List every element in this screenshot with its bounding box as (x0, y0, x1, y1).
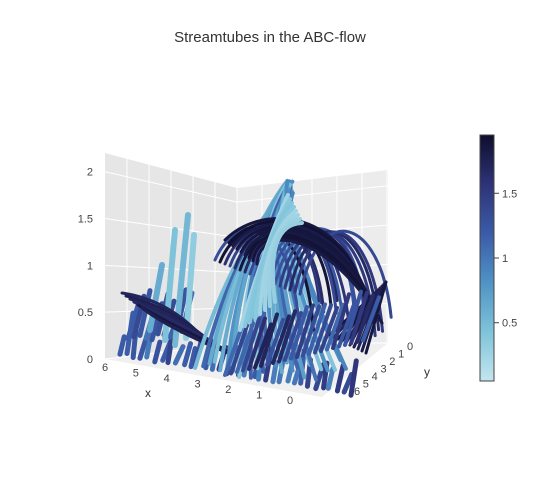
streamtube-band (355, 293, 375, 344)
streamtube-stub (137, 337, 149, 361)
streamtube-highlight (270, 221, 304, 304)
streamtube-band (301, 304, 321, 358)
x-tick-label: 3 (194, 379, 200, 391)
y-tick-label: 5 (363, 379, 369, 391)
z-tick-label: 0.5 (78, 307, 93, 319)
streamtube-stub (152, 339, 163, 365)
y-tick-label: 2 (389, 356, 395, 368)
streamtube-stub (117, 334, 127, 357)
streamtube-cone (364, 280, 388, 355)
streamtube-band (337, 299, 357, 349)
z-tick-label: 1.5 (78, 214, 93, 226)
streamtube-stub (325, 366, 336, 391)
y-tick-label: 6 (354, 386, 360, 398)
chart-title: Streamtubes in the ABC-flow (174, 29, 366, 46)
colorbar-ticks: 0.5 1 1.5 (494, 188, 517, 330)
z-tick-label: 0 (87, 354, 93, 366)
colorbar: 0.5 1 1.5 (479, 134, 517, 382)
colorbar-tick-label: 1.5 (502, 188, 517, 200)
streamtube-band (253, 322, 273, 370)
streamtube-band (313, 303, 333, 355)
streamtube-stub (341, 371, 355, 395)
colorbar-tick-label: 1 (502, 253, 508, 265)
streamtube-band (271, 314, 291, 365)
y-tick-label: 0 (407, 341, 413, 353)
y-axis-label: y (424, 365, 430, 379)
streamtube-band (325, 302, 345, 352)
z-tick-label: 2 (87, 167, 93, 179)
y-tick-label: 3 (380, 364, 386, 376)
streamtube-band (361, 295, 381, 343)
x-tick-label: 0 (287, 395, 293, 407)
streamtube-stub (125, 303, 141, 342)
colorbar-tick-label: 0.5 (502, 318, 517, 330)
x-axis-label: x (145, 386, 151, 400)
streamtube-band (241, 317, 261, 373)
x-tick-label: 1 (256, 390, 262, 402)
z-axis-ticks: 0 0.5 1 1.5 2 (78, 167, 93, 366)
streamtube-band (283, 311, 303, 362)
streamtube-band (235, 321, 255, 374)
streamtube-band (229, 323, 249, 376)
streamtube-band (295, 303, 315, 359)
streamtube-band (259, 312, 279, 368)
streamtube-stub (334, 363, 346, 394)
streamtubes (117, 178, 393, 398)
y-tick-label: 1 (398, 349, 404, 361)
x-tick-label: 5 (133, 368, 139, 380)
streamtube-band (265, 317, 285, 367)
y-tick-label: 4 (372, 371, 378, 383)
streamtube-stub (172, 344, 186, 366)
streamtube-stub (182, 341, 194, 368)
colorbar-gradient (479, 134, 495, 382)
z-tick-label: 1 (87, 260, 93, 272)
x-tick-label: 6 (102, 362, 108, 374)
x-tick-label: 2 (225, 384, 231, 396)
streamtube-band (289, 305, 309, 361)
streamtube-band (277, 309, 297, 364)
streamtube-band (319, 305, 339, 353)
streamtube-band (247, 316, 267, 371)
streamtube-band (331, 292, 351, 350)
streamtube-stub (348, 358, 359, 398)
streamtube-band (343, 289, 363, 347)
streamtube-column (147, 262, 165, 333)
streamtube-band (307, 302, 327, 356)
streamtube-stub (188, 346, 198, 370)
streamtube-band (349, 290, 369, 346)
x-tick-label: 4 (164, 373, 170, 385)
streamtube-band (223, 327, 243, 377)
x-axis-ticks: 6 5 4 3 2 1 0 (102, 362, 293, 407)
streamtube-stub (165, 336, 175, 366)
